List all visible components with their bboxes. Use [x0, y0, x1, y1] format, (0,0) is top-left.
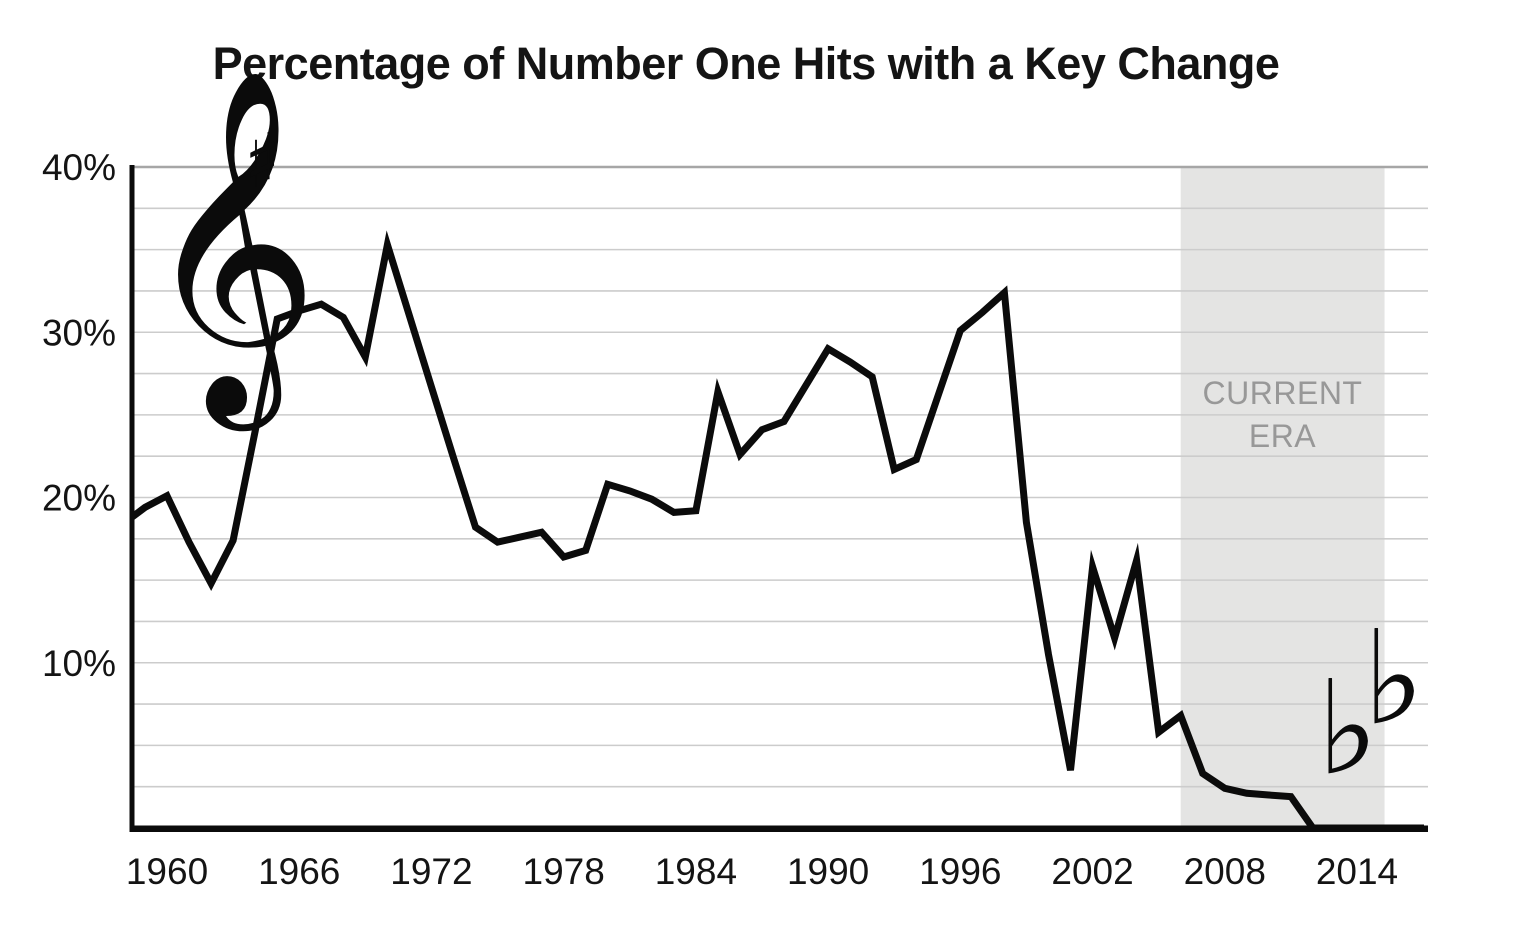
axis-layer: [129, 165, 1428, 832]
sharp-icon: ♯: [244, 117, 281, 205]
x-tick-label: 1966: [258, 851, 340, 892]
x-tick-label: 1996: [919, 851, 1001, 892]
x-tick-label: 2014: [1316, 851, 1398, 892]
current-era-label-line2: ERA: [1248, 418, 1317, 454]
treble-clef-icon: 𝄞: [142, 66, 320, 415]
x-tick-label: 2002: [1051, 851, 1133, 892]
series-layer: [130, 230, 1424, 832]
gridline-layer: [132, 165, 1428, 788]
x-tick-label: 1978: [523, 851, 605, 892]
y-tick-label: 30%: [42, 312, 116, 353]
x-tick-label: 1960: [126, 851, 208, 892]
tick-label-layer: 1960 1966 1972 1978 1984 1990 1996 2002 2008 2014…: [42, 147, 1398, 892]
flat-icon-left: ♭: [1317, 652, 1379, 804]
flat-icon-right: ♭: [1363, 602, 1425, 754]
y-tick-label: 10%: [42, 643, 116, 684]
key-change-line: [130, 230, 1424, 832]
y-axis-line: [129, 165, 135, 831]
x-tick-label: 2008: [1184, 851, 1266, 892]
x-tick-label: 1972: [390, 851, 472, 892]
y-tick-label: 20%: [42, 478, 116, 519]
current-era-label: CURRENT ERA: [1181, 372, 1384, 458]
x-axis-line: [129, 825, 1428, 832]
x-tick-label: 1984: [655, 851, 737, 892]
current-era-label-line1: CURRENT: [1202, 375, 1363, 411]
chart-title: Percentage of Number One Hits with a Key…: [212, 38, 1280, 89]
y-tick-label: 40%: [42, 147, 116, 188]
x-tick-label: 1990: [787, 851, 869, 892]
